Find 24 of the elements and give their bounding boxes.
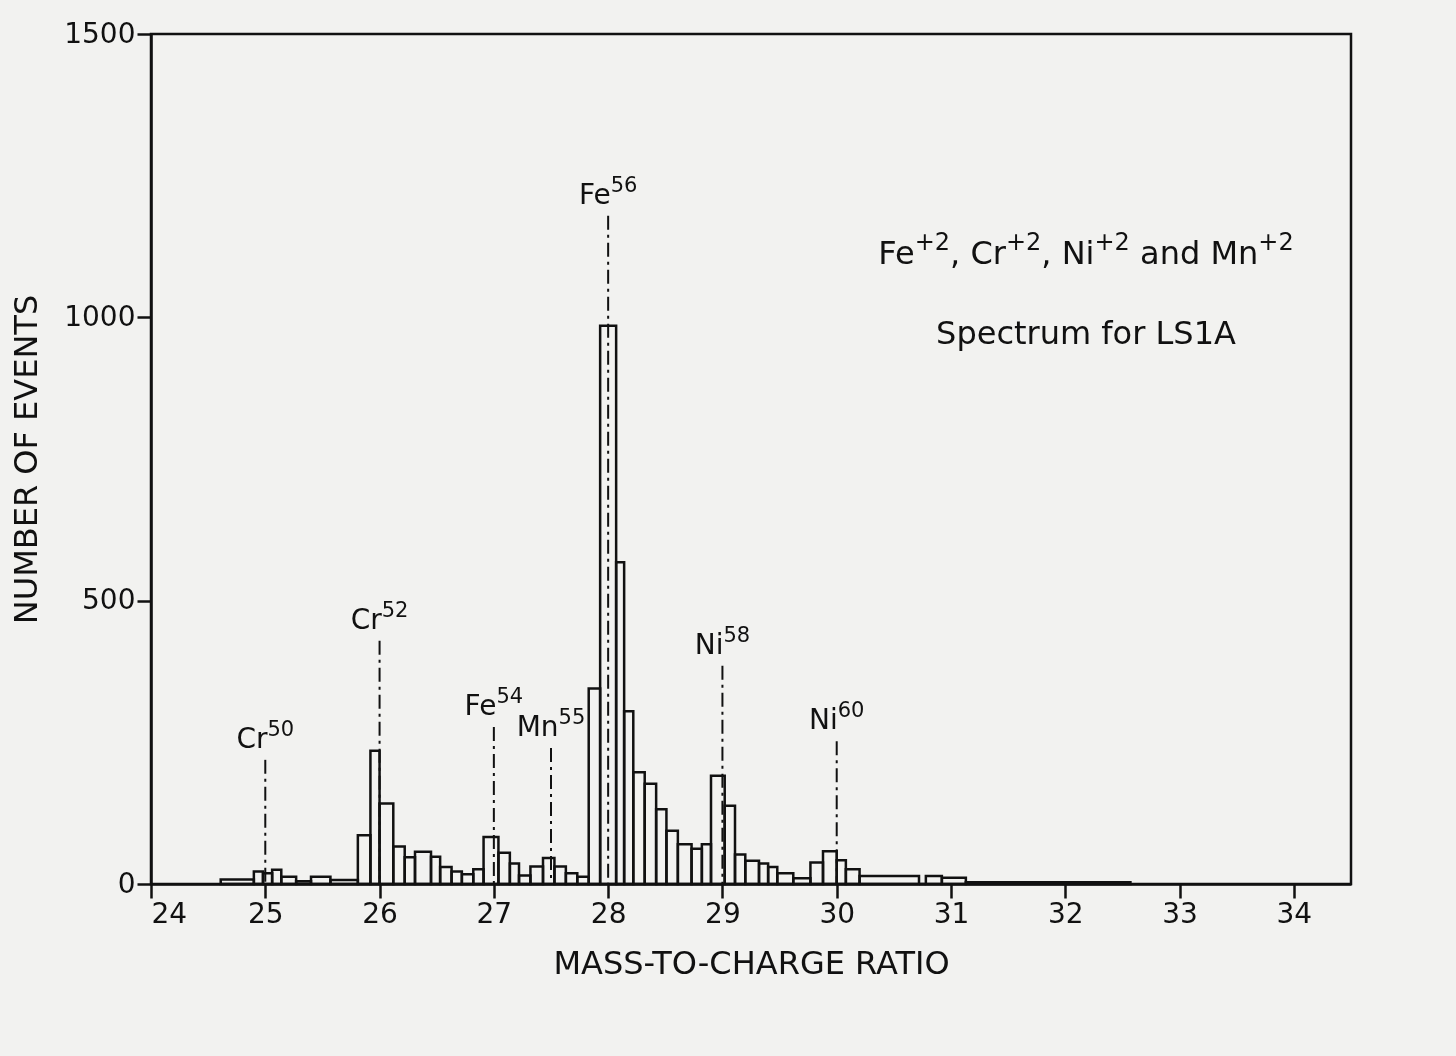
y-tick-label: 1000 bbox=[64, 299, 136, 333]
y-tick-label: 500 bbox=[82, 583, 136, 617]
x-tick-label: 29 bbox=[705, 896, 741, 930]
text: Fe$^{+2}$, Cr$^{+2}$, Ni$^{+2}$ and Mn$^{+2}$ bbox=[878, 228, 1294, 272]
y-axis-title: NUMBER OF EVENTS bbox=[7, 294, 46, 625]
x-tick-label: 28 bbox=[590, 896, 627, 930]
ref-line-label: Ni$^{58}$ bbox=[694, 622, 751, 661]
x-tick-label: 24 bbox=[151, 896, 188, 930]
x-tick-label: 33 bbox=[1162, 896, 1198, 930]
x-tick-label: 32 bbox=[1047, 896, 1084, 930]
x-axis-title: MASS-TO-CHARGE RATIO bbox=[553, 943, 950, 982]
x-tick-label: 31 bbox=[933, 896, 970, 930]
ref-line-label: Cr$^{52}$ bbox=[350, 597, 409, 636]
ref-line-label: Cr$^{50}$ bbox=[236, 716, 295, 755]
x-tick-label: 30 bbox=[819, 896, 856, 930]
y-tick-label: 0 bbox=[117, 866, 136, 900]
ref-line-label: Fe$^{56}$ bbox=[578, 172, 638, 211]
ref-line-label: Ni$^{60}$ bbox=[808, 698, 865, 737]
x-tick-label: 27 bbox=[476, 896, 513, 930]
y-tick-label: 1500 bbox=[64, 16, 136, 50]
x-tick-label: 26 bbox=[362, 896, 398, 930]
x-tick-label: 25 bbox=[247, 896, 284, 930]
text: Spectrum for LS1A bbox=[936, 314, 1237, 352]
x-tick-label: 34 bbox=[1276, 896, 1313, 930]
